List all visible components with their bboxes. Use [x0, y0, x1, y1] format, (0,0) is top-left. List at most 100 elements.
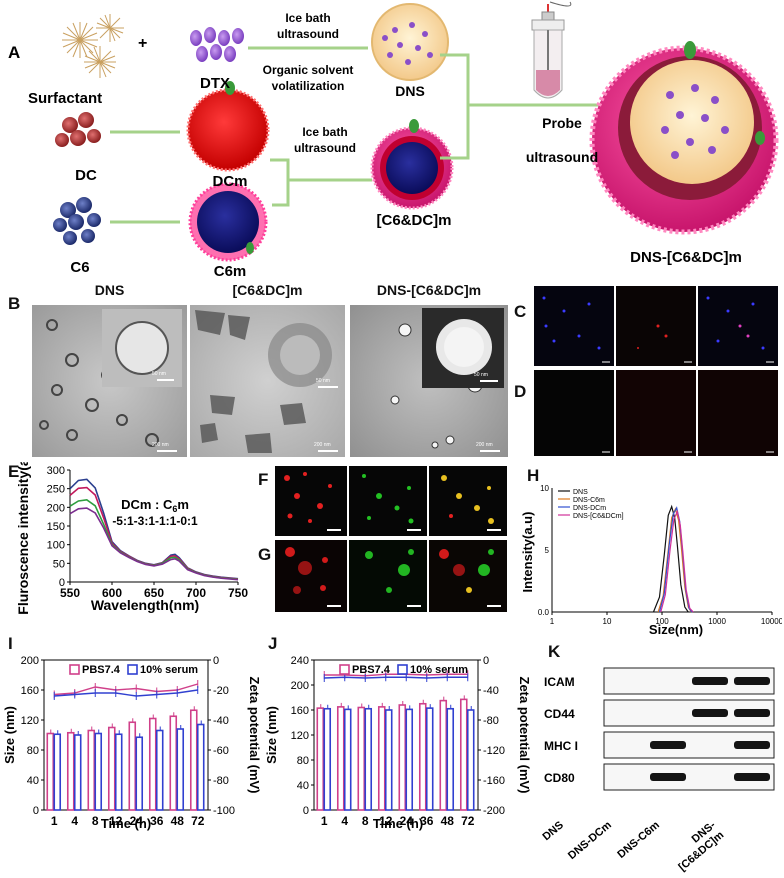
chart-i-y-tick-label: 200: [21, 655, 39, 667]
chart-h-ylabel: Intensity(a.u): [520, 512, 535, 593]
tem-image-c6dcm: 50 nm 200 nm: [190, 305, 345, 457]
blot-band: [734, 677, 770, 685]
chart-e-y-tick-label: 300: [47, 465, 65, 477]
label-dc: DC: [75, 167, 97, 184]
panel-d-letter: D: [514, 382, 527, 401]
label-dtx: DTX: [200, 75, 230, 92]
dc-illustration: [55, 112, 101, 147]
label-c6m: C6m: [214, 263, 247, 280]
label-final: DNS-[C6&DC]m: [630, 249, 742, 266]
chart-i-stability: Size (nm) Zeta potential (mV) Time (h) 0…: [2, 655, 262, 831]
dtx-illustration: [190, 27, 244, 62]
label-probe-2: ultrasound: [526, 149, 598, 165]
panel-e-letter: E: [8, 462, 20, 481]
chart-e-x-tick-label: 650: [144, 586, 164, 600]
chart-j-y2-tick-label: 0: [483, 655, 489, 667]
chart-i-bar: [114, 733, 123, 811]
label-c6dcm: [C6&DC]m: [377, 212, 452, 229]
tem-title-c6dcm: [C6&DC]m: [232, 282, 303, 298]
chart-j-legend-label: 10% serum: [410, 664, 468, 676]
label-dcm: DCm: [212, 173, 247, 190]
blot-band: [692, 677, 728, 685]
chart-i-y-tick-label: 0: [33, 805, 39, 817]
chart-h-series-line: [652, 504, 689, 613]
label-probe-1: Probe: [542, 115, 582, 131]
chart-j-y-tick-label: 120: [291, 730, 309, 742]
chart-i-y2-tick-label: -40: [213, 715, 229, 727]
tem-image-dns: 50 nm 200 nm: [32, 305, 187, 457]
chart-i-bar: [135, 736, 144, 811]
chart-i-legend-swatch: [127, 664, 138, 675]
chart-i-bar: [189, 709, 198, 811]
chart-i-legend-swatch: [69, 664, 80, 675]
chart-j-y2-tick-label: -160: [483, 775, 505, 787]
chart-j-bar: [377, 706, 386, 811]
chart-e-y-tick-label: 0: [59, 577, 65, 589]
chart-i-x-tick-label: 1: [51, 814, 58, 828]
chart-e-legend-ratios: -5:1-3:1-1:1-0:1: [112, 514, 198, 528]
confocal-g-green: [349, 540, 427, 612]
confocal-f-merge: [429, 466, 507, 536]
chart-j-x-tick-label: 36: [420, 814, 434, 828]
chart-j-y2label: Zeta potential (mV): [517, 676, 532, 793]
confocal-d-1: [534, 370, 614, 456]
chart-i-x-tick-label: 8: [92, 814, 99, 828]
chart-i-bar: [148, 717, 157, 811]
chart-i-xlabel: Time (h): [101, 816, 151, 831]
chart-j-bar: [418, 702, 427, 811]
panel-a: +: [0, 0, 784, 285]
chart-j-x-tick-label: 72: [461, 814, 475, 828]
chart-i-bar: [107, 726, 116, 811]
chart-i-x-tick-label: 12: [109, 814, 123, 828]
panel-a-letter: A: [8, 43, 20, 62]
chart-j-bar: [405, 708, 414, 811]
panel-c-letter: C: [514, 302, 527, 321]
blot-row-label: MHC I: [544, 739, 578, 753]
scale-50-c6dcm: 50 nm: [316, 378, 330, 384]
chart-j-bar: [357, 706, 366, 811]
scale-200-dns: 200 nm: [152, 442, 169, 448]
chart-j-bar: [446, 707, 455, 811]
chart-j-ylabel: Size (nm): [264, 706, 279, 764]
label-organic-1: Organic solvent: [263, 63, 354, 77]
chart-i-bar: [155, 729, 164, 811]
chart-j-bar: [336, 706, 345, 811]
chart-j-x-tick-label: 4: [341, 814, 348, 828]
chart-j-x-tick-label: 24: [400, 814, 414, 828]
merge-bracket-1: [270, 158, 290, 207]
blot-band: [734, 773, 770, 781]
chart-i-bar: [196, 723, 205, 811]
chart-e-y-tick-label: 250: [47, 484, 65, 496]
panel-g-letter: G: [258, 545, 272, 564]
chart-i-y2-tick-label: -100: [213, 805, 235, 817]
chart-i-bar: [87, 729, 96, 811]
c6m-illustration: [188, 182, 268, 262]
confocal-g-merge: [429, 540, 507, 612]
panel-h-letter: H: [527, 466, 540, 485]
chart-j-y-tick-label: 80: [297, 755, 309, 767]
chart-i-bar: [94, 732, 103, 811]
chart-i-bar: [66, 731, 75, 811]
chart-e-y-tick-label: 50: [53, 558, 65, 570]
dns-c6dcm-illustration: [589, 41, 779, 235]
probe-tube-illustration: [531, 1, 572, 99]
chart-j-x-tick-label: 48: [441, 814, 455, 828]
chart-e-x-tick-label: 700: [186, 586, 206, 600]
label-organic-2: volatilization: [272, 79, 345, 93]
plus-sign: +: [138, 35, 147, 52]
confocal-g-red: [275, 540, 347, 612]
chart-i-legend-label: 10% serum: [140, 664, 198, 676]
chart-i-bar: [176, 728, 185, 811]
chart-i-zeta-line: [54, 689, 198, 697]
chart-h-legend-label: DNS-[C6&DCm]: [573, 513, 624, 520]
confocal-c-red: [616, 286, 696, 366]
chart-j-x-tick-label: 1: [321, 814, 328, 828]
chart-e-xlabel: Wavelength(nm): [91, 597, 199, 613]
chart-e-y-tick-label: 100: [47, 540, 65, 552]
label-ice-bath-2b: ultrasound: [294, 141, 356, 155]
chart-j-legend-swatch: [397, 664, 408, 675]
chart-j-legend-label: PBS7.4: [352, 664, 391, 676]
chart-h-dls: Intensity(a.u) Size(nm) 1 10 100 1000 10000 0…: [520, 484, 782, 637]
chart-j-zeta-line: [324, 673, 468, 677]
tem-image-final: 50 nm 200 nm: [350, 305, 508, 457]
